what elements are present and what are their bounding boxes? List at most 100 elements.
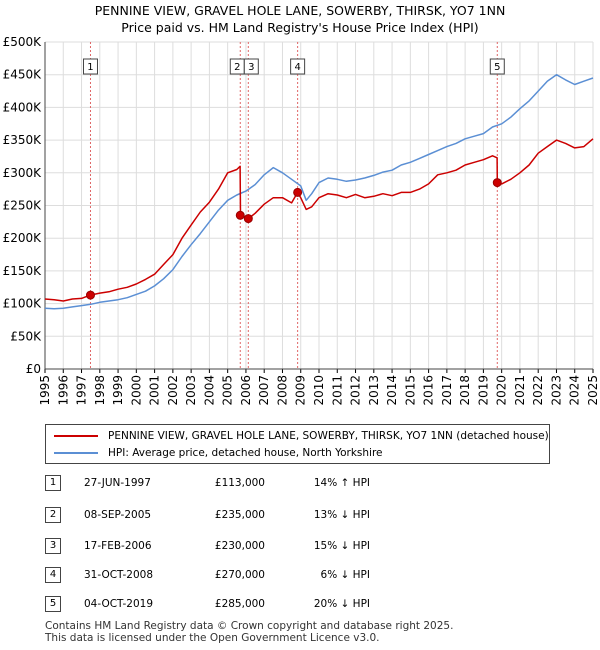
sale-point bbox=[85, 290, 95, 300]
x-tick-label: 1998 bbox=[93, 375, 107, 406]
price-chart: £0 £50K £100K £150K £200K £250K £300K £350K £400… bbox=[3, 35, 600, 406]
legend-item-hpi: HPI: Average price, detached house, Nort… bbox=[54, 445, 383, 461]
sale-point bbox=[243, 214, 253, 224]
x-tick-label: 2002 bbox=[166, 375, 180, 406]
footer: Contains HM Land Registry data © Crown c… bbox=[45, 620, 453, 644]
x-tick-label: 2011 bbox=[330, 375, 344, 406]
sale-label-number: 2 bbox=[234, 62, 240, 73]
x-tick-label: 1995 bbox=[38, 375, 52, 406]
y-tick-label: £150K bbox=[3, 264, 43, 278]
sale-date: 17-FEB-2006 bbox=[84, 540, 152, 552]
x-tick-label: 2025 bbox=[586, 375, 600, 406]
x-tick-label: 1996 bbox=[56, 375, 70, 406]
x-tick-label: 2009 bbox=[294, 375, 308, 406]
title-line-1: PENNINE VIEW, GRAVEL HOLE LANE, SOWERBY,… bbox=[94, 3, 506, 18]
chart-title: PENNINE VIEW, GRAVEL HOLE LANE, SOWERBY,… bbox=[0, 2, 600, 36]
sale-price: £285,000 bbox=[214, 598, 265, 610]
x-tick-label: 2003 bbox=[184, 375, 198, 406]
x-tick-label: 2006 bbox=[239, 375, 253, 406]
y-tick-label: £200K bbox=[3, 231, 43, 245]
x-tick-label: 1997 bbox=[75, 375, 89, 406]
sale-row: 1 27-JUN-1997 £113,000 14% ↑ HPI bbox=[0, 475, 600, 495]
y-tick-label: £350K bbox=[3, 133, 43, 147]
x-tick-label: 2020 bbox=[495, 375, 509, 406]
legend-label-hpi: HPI: Average price, detached house, Nort… bbox=[108, 447, 383, 459]
sale-number: 3 bbox=[45, 538, 61, 554]
x-tick-label: 2013 bbox=[367, 375, 381, 406]
x-tick-label: 2001 bbox=[148, 375, 162, 406]
sale-label-frame bbox=[290, 58, 306, 75]
sale-hpi-diff: 20% ↓ HPI bbox=[313, 598, 370, 610]
x-tick-label: 2019 bbox=[476, 375, 490, 406]
x-tick-label: 2021 bbox=[513, 375, 527, 406]
sale-label-box: 3 bbox=[243, 58, 259, 75]
sale-label-number: 4 bbox=[294, 62, 300, 73]
sale-row: 4 31-OCT-2008 £270,000 6% ↓ HPI bbox=[0, 567, 600, 587]
sale-point bbox=[235, 210, 245, 220]
legend-swatch-hpi bbox=[54, 452, 98, 454]
sale-number: 1 bbox=[45, 475, 61, 491]
x-tick-label: 2015 bbox=[403, 375, 417, 406]
sale-hpi-diff: 13% ↓ HPI bbox=[313, 509, 370, 521]
x-tick-label: 2016 bbox=[422, 375, 436, 406]
legend-item-property: PENNINE VIEW, GRAVEL HOLE LANE, SOWERBY,… bbox=[54, 428, 549, 444]
sale-price: £270,000 bbox=[214, 569, 265, 581]
legend: PENNINE VIEW, GRAVEL HOLE LANE, SOWERBY,… bbox=[45, 424, 550, 464]
sale-price: £235,000 bbox=[214, 509, 265, 521]
y-tick-label: £450K bbox=[3, 68, 43, 82]
sale-label-frame bbox=[82, 58, 98, 75]
sale-markers bbox=[85, 178, 502, 300]
sale-date: 27-JUN-1997 bbox=[84, 477, 151, 489]
x-tick-label: 2024 bbox=[568, 375, 582, 406]
sale-price: £230,000 bbox=[214, 540, 265, 552]
x-tick-label: 2012 bbox=[349, 375, 363, 406]
x-tick-label: 1999 bbox=[111, 375, 125, 406]
sale-number: 2 bbox=[45, 507, 61, 523]
sale-label-number: 5 bbox=[494, 62, 500, 73]
x-tick-label: 2023 bbox=[549, 375, 563, 406]
sale-label-box: 1 bbox=[82, 58, 98, 75]
y-tick-label: £250K bbox=[3, 199, 43, 213]
sale-date: 08-SEP-2005 bbox=[84, 509, 152, 521]
y-tick-label: £500K bbox=[3, 35, 43, 49]
sale-hpi-diff: 6% ↓ HPI bbox=[320, 569, 370, 581]
y-tick-label: £300K bbox=[3, 166, 43, 180]
sale-row: 2 08-SEP-2005 £235,000 13% ↓ HPI bbox=[0, 507, 600, 527]
sale-price: £113,000 bbox=[214, 477, 265, 489]
x-tick-label: 2018 bbox=[458, 375, 472, 406]
sale-date: 31-OCT-2008 bbox=[84, 569, 153, 581]
sale-hpi-diff: 14% ↑ HPI bbox=[313, 477, 370, 489]
x-tick-label: 2005 bbox=[221, 375, 235, 406]
x-tick-label: 2008 bbox=[275, 375, 289, 406]
sale-hpi-diff: 15% ↓ HPI bbox=[313, 540, 370, 552]
footer-line-1: Contains HM Land Registry data © Crown c… bbox=[45, 620, 454, 632]
sale-label-frame bbox=[243, 58, 259, 75]
sale-point bbox=[293, 187, 303, 197]
y-tick-label: £400K bbox=[3, 100, 43, 114]
x-tick-label: 2022 bbox=[531, 375, 545, 406]
x-tick-label: 2004 bbox=[202, 375, 216, 406]
sale-number: 4 bbox=[45, 567, 61, 583]
sale-point bbox=[492, 178, 502, 188]
y-tick-label: £0 bbox=[26, 362, 41, 376]
series-line-hpi bbox=[44, 73, 594, 310]
sale-row: 5 04-OCT-2019 £285,000 20% ↓ HPI bbox=[0, 596, 600, 616]
footer-line-2: This data is licensed under the Open Gov… bbox=[45, 632, 380, 644]
sale-label-number: 1 bbox=[87, 62, 93, 73]
grid bbox=[44, 41, 594, 370]
sale-date: 04-OCT-2019 bbox=[84, 598, 153, 610]
y-tick-label: £100K bbox=[3, 297, 43, 311]
x-tick-label: 2000 bbox=[129, 375, 143, 406]
x-tick-label: 2017 bbox=[440, 375, 454, 406]
sale-label-box: 2 bbox=[229, 58, 245, 75]
y-tick-label: £50K bbox=[10, 329, 42, 343]
x-tick-label: 2014 bbox=[385, 375, 399, 406]
legend-label-property: PENNINE VIEW, GRAVEL HOLE LANE, SOWERBY,… bbox=[108, 430, 549, 442]
title-line-2: Price paid vs. HM Land Registry's House … bbox=[121, 20, 479, 35]
sale-label-number: 3 bbox=[248, 62, 254, 73]
x-tick-label: 2010 bbox=[312, 375, 326, 406]
x-tick-label: 2007 bbox=[257, 375, 271, 406]
sale-row: 3 17-FEB-2006 £230,000 15% ↓ HPI bbox=[0, 538, 600, 558]
sale-label-frame bbox=[489, 58, 505, 75]
